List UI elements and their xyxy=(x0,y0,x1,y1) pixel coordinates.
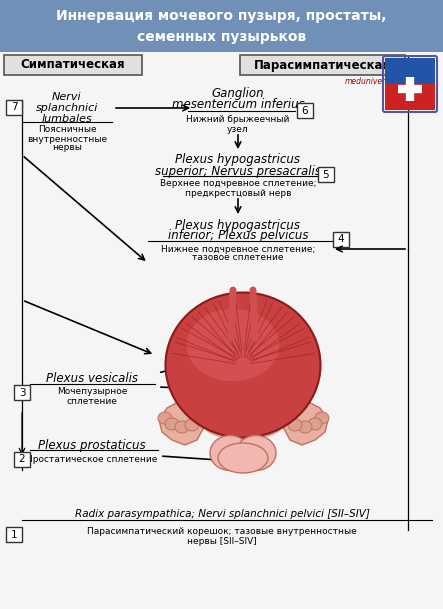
Text: Симпатическая: Симпатическая xyxy=(21,58,125,71)
Ellipse shape xyxy=(203,410,283,440)
Text: 2: 2 xyxy=(19,454,25,465)
Text: Поясничные: Поясничные xyxy=(38,125,96,135)
Text: 1: 1 xyxy=(11,529,17,540)
Ellipse shape xyxy=(185,419,199,431)
FancyBboxPatch shape xyxy=(14,385,30,400)
Ellipse shape xyxy=(288,419,302,431)
Text: meduniver.com: meduniver.com xyxy=(345,77,404,86)
Text: Парасимпатическая: Парасимпатическая xyxy=(253,58,391,71)
FancyBboxPatch shape xyxy=(318,167,334,182)
FancyBboxPatch shape xyxy=(6,100,22,115)
Text: сплетение: сплетение xyxy=(66,396,117,406)
Ellipse shape xyxy=(187,309,280,381)
Text: 4: 4 xyxy=(338,234,344,244)
Text: Radix parasympathica; Nervi splanchnici pelvici [SII–SIV]: Radix parasympathica; Nervi splanchnici … xyxy=(74,509,369,519)
Text: 6: 6 xyxy=(302,105,308,116)
Ellipse shape xyxy=(315,412,329,424)
Ellipse shape xyxy=(218,443,268,473)
Bar xyxy=(385,84,435,110)
Ellipse shape xyxy=(308,418,322,430)
Text: mesentericum inferius: mesentericum inferius xyxy=(171,99,304,111)
Text: Нижнее подчревное сплетение;: Нижнее подчревное сплетение; xyxy=(161,244,315,253)
Bar xyxy=(385,58,435,84)
Text: Парасимпатический корешок; тазовые внутренностные: Парасимпатический корешок; тазовые внутр… xyxy=(87,527,357,535)
Text: узел: узел xyxy=(227,124,249,133)
Text: Plexus hypogastricus: Plexus hypogastricus xyxy=(175,153,300,166)
Text: тазовое сплетение: тазовое сплетение xyxy=(192,253,284,262)
Text: семенных пузырьков: семенных пузырьков xyxy=(137,30,306,44)
Text: 7: 7 xyxy=(11,102,17,113)
Text: внутренностные: внутренностные xyxy=(27,135,107,144)
Text: нервы: нервы xyxy=(52,144,82,152)
Text: Верхнее подчревное сплетение;: Верхнее подчревное сплетение; xyxy=(160,180,316,189)
Text: Plexus hypogastricus: Plexus hypogastricus xyxy=(175,219,300,231)
Ellipse shape xyxy=(166,292,320,437)
FancyBboxPatch shape xyxy=(297,103,313,118)
Ellipse shape xyxy=(165,418,179,430)
FancyBboxPatch shape xyxy=(4,55,142,75)
Polygon shape xyxy=(159,395,205,445)
Text: Нижний брыжеечный: Нижний брыжеечный xyxy=(187,114,290,124)
Text: 3: 3 xyxy=(19,387,25,398)
Ellipse shape xyxy=(236,435,276,471)
FancyBboxPatch shape xyxy=(333,232,349,247)
Ellipse shape xyxy=(175,421,189,433)
Ellipse shape xyxy=(210,435,250,471)
FancyBboxPatch shape xyxy=(240,55,405,75)
Bar xyxy=(0,0,443,52)
Text: inferior; Plexus pelvicus: inferior; Plexus pelvicus xyxy=(168,230,308,242)
Ellipse shape xyxy=(158,412,172,424)
Text: Простатическое сплетение: Простатическое сплетение xyxy=(26,454,158,463)
Text: предкрестцовый нерв: предкрестцовый нерв xyxy=(185,189,291,197)
Text: Plexus prostaticus: Plexus prostaticus xyxy=(38,438,146,451)
Ellipse shape xyxy=(298,421,312,433)
Text: splanchnici: splanchnici xyxy=(36,103,98,113)
Text: 5: 5 xyxy=(323,169,329,180)
FancyBboxPatch shape xyxy=(6,527,22,542)
Text: нервы [SII–SIV]: нервы [SII–SIV] xyxy=(187,537,257,546)
Text: superior; Nervus presacralis: superior; Nervus presacralis xyxy=(155,164,321,177)
Text: Ganglion: Ganglion xyxy=(212,86,264,99)
Text: Мочепузырное: Мочепузырное xyxy=(57,387,127,396)
Polygon shape xyxy=(282,395,328,445)
Text: Иннервация мочевого пузыря, простаты,: Иннервация мочевого пузыря, простаты, xyxy=(56,9,387,23)
Text: Plexus vesicalis: Plexus vesicalis xyxy=(46,373,138,385)
Text: Nervi: Nervi xyxy=(52,92,82,102)
Text: lumbales: lumbales xyxy=(42,114,93,124)
FancyBboxPatch shape xyxy=(14,452,30,467)
